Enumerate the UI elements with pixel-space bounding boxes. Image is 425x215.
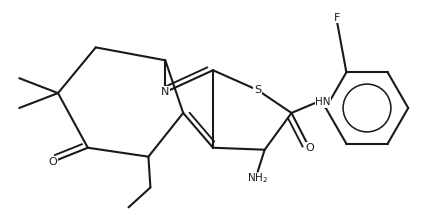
Text: S: S xyxy=(254,85,261,95)
Text: N: N xyxy=(161,87,170,97)
Text: HN: HN xyxy=(315,97,331,107)
Text: F: F xyxy=(334,12,340,23)
Text: NH$_2$: NH$_2$ xyxy=(247,172,268,185)
Text: O: O xyxy=(305,143,314,153)
Text: O: O xyxy=(48,157,57,167)
